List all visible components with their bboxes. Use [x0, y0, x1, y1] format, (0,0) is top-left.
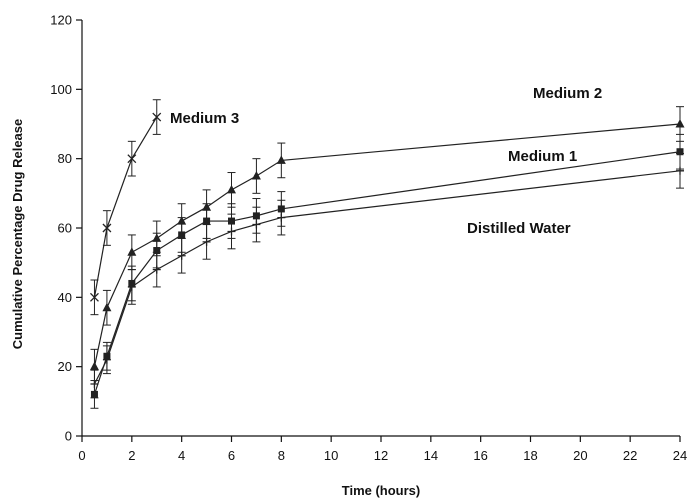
y-axis-label: Cumulative Percentage Drug Release: [10, 119, 25, 349]
data-point-distilled-water: [90, 380, 99, 388]
data-point-distilled-water: [127, 282, 136, 291]
data-point-medium-2: [89, 361, 99, 371]
data-point-distilled-water: [676, 166, 684, 175]
data-point-distilled-water: [152, 265, 161, 274]
data-point-medium-2: [276, 155, 286, 164]
x-tick-label: 22: [623, 448, 637, 463]
y-tick-label: 20: [58, 359, 72, 374]
x-tick-label: 8: [278, 448, 285, 463]
data-point-medium-3: [152, 112, 162, 122]
series-line-medium-3: [93, 116, 158, 298]
data-point-medium-3: [127, 154, 137, 164]
series-label-distilled-water: Distilled Water: [467, 220, 571, 237]
series-label-medium-3: Medium 3: [170, 110, 239, 127]
x-axis-label: Time (hours): [342, 483, 421, 498]
series-line-distilled-water: [93, 170, 681, 385]
series-label-medium-1: Medium 1: [508, 148, 577, 165]
data-point-distilled-water: [227, 227, 236, 236]
y-tick-label: 80: [58, 151, 72, 166]
y-tick-label: 60: [58, 221, 72, 236]
x-tick-label: 0: [78, 448, 85, 463]
x-tick-label: 4: [178, 448, 185, 463]
data-point-medium-3: [89, 292, 99, 302]
x-tick-label: 24: [673, 448, 687, 463]
x-tick-label: 16: [473, 448, 487, 463]
data-point-medium-3: [102, 223, 112, 233]
x-tick-label: 14: [424, 448, 438, 463]
data-point-medium-2: [251, 171, 261, 180]
x-tick-label: 10: [324, 448, 338, 463]
series-line-medium-1: [93, 151, 681, 395]
x-tick-label: 18: [523, 448, 537, 463]
y-tick-label: 40: [58, 290, 72, 305]
y-tick-label: 120: [50, 13, 72, 28]
x-tick-label: 20: [573, 448, 587, 463]
data-point-distilled-water: [252, 220, 261, 229]
data-point-medium-1: [676, 148, 684, 156]
data-point-medium-2: [127, 247, 137, 256]
x-tick-label: 6: [228, 448, 235, 463]
data-point-medium-2: [675, 119, 685, 128]
data-point-distilled-water: [277, 213, 286, 222]
data-point-distilled-water: [202, 237, 211, 246]
data-point-medium-2: [227, 184, 236, 194]
data-point-medium-2: [102, 302, 112, 312]
x-tick-label: 2: [128, 448, 135, 463]
series-label-medium-2: Medium 2: [533, 85, 602, 102]
data-point-medium-1: [203, 217, 211, 225]
x-tick-label: 12: [374, 448, 388, 463]
data-point-distilled-water: [102, 355, 111, 364]
data-point-medium-1: [153, 247, 161, 255]
data-point-medium-1: [178, 231, 186, 239]
data-point-distilled-water: [177, 251, 186, 260]
y-tick-label: 100: [50, 82, 72, 97]
series-line-medium-2: [93, 123, 681, 367]
y-tick-label: 0: [65, 429, 72, 444]
